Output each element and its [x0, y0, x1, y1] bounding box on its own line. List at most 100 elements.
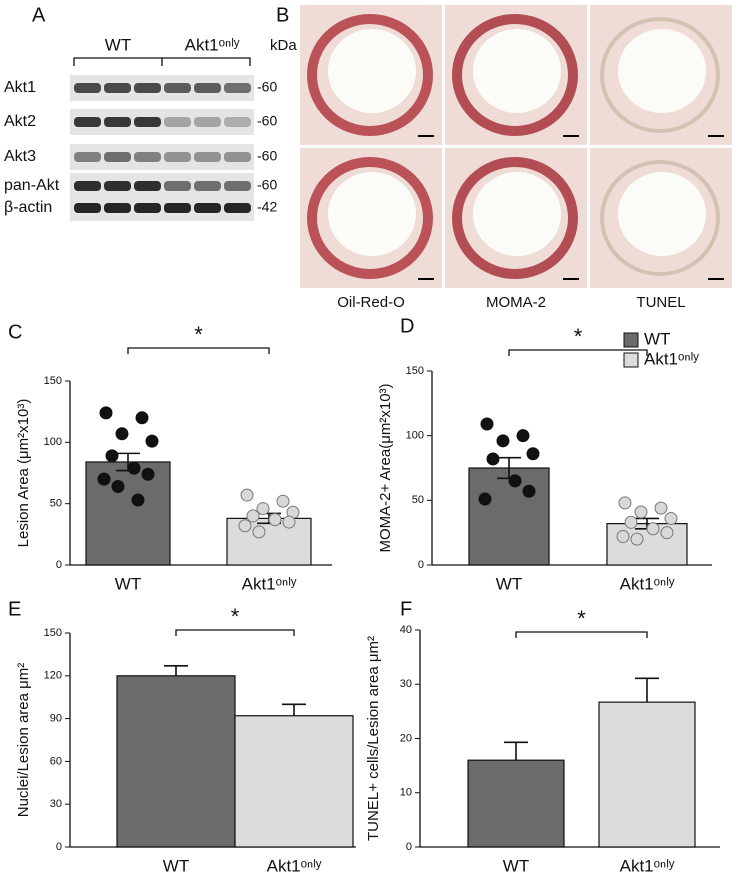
- legend-swatch: [623, 352, 639, 368]
- x-tick-label: Akt1ᵒⁿˡʸ: [620, 856, 675, 875]
- blot-band: [224, 83, 251, 93]
- bar: [598, 701, 696, 848]
- histology-label: TUNEL: [636, 294, 685, 311]
- vessel-wall: [307, 14, 433, 136]
- blot-band: [104, 152, 131, 162]
- blot-kda: -60: [257, 79, 277, 95]
- error-bar: [635, 677, 659, 703]
- significance-star: *: [577, 606, 586, 631]
- blot-band: [104, 203, 131, 213]
- y-tick-label: 100: [406, 430, 424, 442]
- data-point: [618, 496, 632, 510]
- blot-band: [164, 203, 191, 213]
- data-point: [105, 449, 119, 463]
- blot-kda: -60: [257, 113, 277, 129]
- significance-bracket: [515, 631, 648, 638]
- legend-label: Akt1ᵒⁿˡʸ: [644, 349, 699, 368]
- data-point: [111, 479, 125, 493]
- blot-band: [104, 117, 131, 127]
- y-tick-label: 150: [44, 627, 62, 639]
- data-point: [252, 525, 266, 539]
- legend-label: WT: [644, 329, 670, 348]
- y-tick-label: 50: [50, 498, 62, 510]
- y-tick-label: 10: [400, 787, 412, 799]
- panel-letter: A: [32, 4, 46, 26]
- y-tick-label: 30: [50, 798, 62, 810]
- blot-row-label: Akt2: [4, 113, 36, 130]
- significance-star: *: [231, 604, 240, 629]
- vessel-lumen: [473, 172, 561, 256]
- data-point: [240, 488, 254, 502]
- bar: [468, 467, 550, 566]
- data-point: [624, 515, 638, 529]
- blot-kda: -60: [257, 177, 277, 193]
- bar: [467, 759, 565, 848]
- legend-swatch: [623, 332, 639, 348]
- blot-band: [164, 152, 191, 162]
- blot-band: [194, 83, 221, 93]
- data-point: [526, 447, 540, 461]
- data-point: [97, 472, 111, 486]
- blot-band: [134, 181, 161, 191]
- vessel-wall: [600, 17, 720, 133]
- y-tick-label: 0: [406, 841, 412, 853]
- x-tick-label: WT: [115, 574, 141, 593]
- histology-label: Oil-Red-O: [337, 294, 405, 311]
- blot-group: WT: [105, 35, 131, 54]
- vessel-wall: [600, 160, 720, 276]
- x-tick-label: Akt1ᵒⁿˡʸ: [267, 856, 322, 875]
- data-point: [486, 452, 500, 466]
- blot-band: [134, 117, 161, 127]
- bar: [234, 715, 354, 848]
- data-point: [654, 501, 668, 515]
- y-tick-label: 60: [50, 755, 62, 767]
- blot-band: [164, 117, 191, 127]
- data-point: [268, 513, 282, 527]
- histology-label: MOMA-2: [486, 294, 546, 311]
- data-point: [246, 509, 260, 523]
- blot-band: [74, 181, 101, 191]
- error-bar: [116, 452, 140, 472]
- panel-letter: E: [8, 598, 21, 620]
- blot-band: [194, 152, 221, 162]
- blot-kda: -60: [257, 148, 277, 164]
- data-point: [131, 493, 145, 507]
- data-point: [522, 484, 536, 498]
- error-bar: [504, 741, 528, 761]
- y-tick-label: 0: [418, 559, 424, 571]
- blot-band: [224, 117, 251, 127]
- y-tick-label: 90: [50, 713, 62, 725]
- data-point: [664, 511, 678, 525]
- blot-band: [164, 83, 191, 93]
- panel-letter: B: [276, 4, 289, 26]
- blot-row-label: Akt3: [4, 148, 36, 165]
- significance-bracket: [508, 349, 648, 356]
- y-tick-label: 0: [56, 559, 62, 571]
- blot-unit: kDa: [270, 37, 297, 54]
- significance-bracket: [175, 629, 295, 636]
- blot-band: [224, 203, 251, 213]
- y-tick-label: 40: [400, 624, 412, 636]
- blot-band: [104, 83, 131, 93]
- y-tick-label: 50: [412, 494, 424, 506]
- significance-star: *: [194, 322, 203, 347]
- error-bar: [635, 517, 659, 530]
- vessel-wall: [307, 157, 433, 279]
- data-point: [127, 461, 141, 475]
- significance-bracket: [127, 347, 270, 354]
- y-tick-label: 150: [406, 365, 424, 377]
- data-point: [480, 417, 494, 431]
- y-axis-label: Nuclei/Lesion area μm²: [15, 663, 32, 818]
- data-point: [496, 434, 510, 448]
- data-point: [646, 522, 660, 536]
- vessel-lumen: [473, 29, 561, 113]
- data-point: [634, 505, 648, 519]
- blot: Akt1 -60 Akt2 -60 Akt3 -60 pan-Akt -60 β-actin -4…: [4, 75, 277, 221]
- vessel-lumen: [328, 172, 416, 256]
- data-point: [478, 492, 492, 506]
- x-tick-label: Akt1ᵒⁿˡʸ: [242, 574, 297, 593]
- y-tick-label: 120: [44, 670, 62, 682]
- error-bar: [257, 512, 281, 525]
- blot-kda: -42: [257, 199, 277, 215]
